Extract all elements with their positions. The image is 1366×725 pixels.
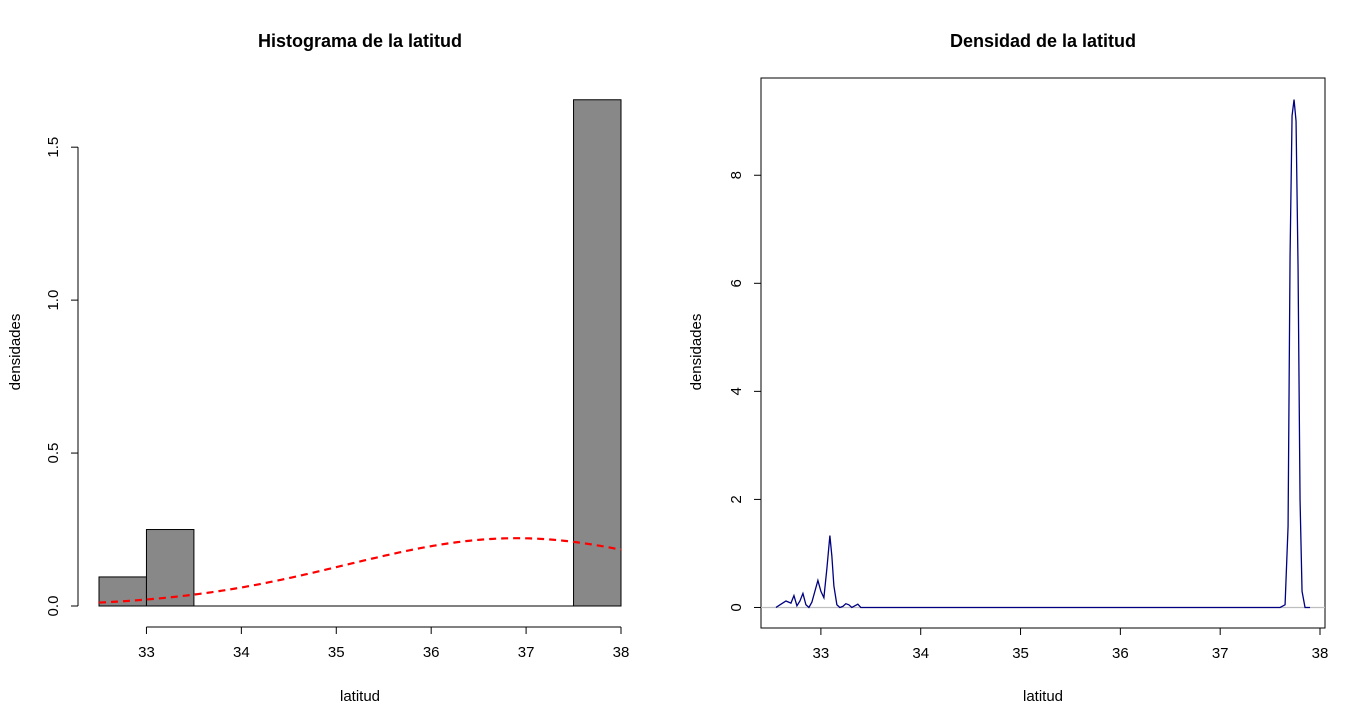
histogram-x-tick-label: 38 <box>613 644 630 661</box>
histogram-x-axis-label: latitud <box>340 688 380 705</box>
histogram-axes: 33 34 35 36 37 38 0.0 0.5 1.0 1.5 <box>45 137 629 661</box>
histogram-y-tick-label: 0.5 <box>45 443 62 464</box>
density-y-tick-label: 6 <box>728 279 745 287</box>
histogram-y-tick-label: 0.0 <box>45 596 62 617</box>
histogram-x-tick-label: 33 <box>138 644 155 661</box>
density-line <box>775 99 1311 609</box>
histogram-y-axis-label: densidades <box>7 314 24 391</box>
density-x-tick-label: 34 <box>912 645 929 662</box>
histogram-bar <box>145 529 195 607</box>
histogram-x-tick-label: 36 <box>423 644 440 661</box>
density-x-tick-label: 38 <box>1312 645 1329 662</box>
density-y-tick-label: 0 <box>728 603 745 611</box>
density-x-axis-label: latitud <box>1023 688 1063 705</box>
normal-density-curve <box>98 537 622 604</box>
histogram-title: Histograma de la latitud <box>258 31 462 51</box>
density-panel: Densidad de la latitud latitud densidade… <box>688 31 1328 705</box>
density-axes: 33 34 35 36 37 38 0 2 4 6 8 <box>728 171 1328 662</box>
density-x-tick-label: 33 <box>813 645 830 662</box>
density-x-tick-label: 35 <box>1012 645 1029 662</box>
density-y-tick-label: 4 <box>728 387 745 395</box>
histogram-x-tick-label: 37 <box>518 644 535 661</box>
density-plot-box <box>760 77 1326 629</box>
histogram-bar <box>573 99 622 607</box>
histogram-x-tick-label: 35 <box>328 644 345 661</box>
density-x-tick-label: 36 <box>1112 645 1129 662</box>
histogram-x-tick-label: 34 <box>233 644 250 661</box>
histogram-y-tick-label: 1.0 <box>45 290 62 311</box>
histogram-y-tick-label: 1.5 <box>45 137 62 158</box>
histogram-bar <box>98 576 147 607</box>
density-x-tick-label: 37 <box>1212 645 1229 662</box>
density-y-tick-label: 2 <box>728 495 745 503</box>
density-y-tick-label: 8 <box>728 171 745 179</box>
histogram-panel: Histograma de la latitud latitud densida… <box>7 31 629 705</box>
histogram-bars <box>98 99 622 607</box>
density-y-axis-label: densidades <box>688 314 705 391</box>
density-title: Densidad de la latitud <box>950 31 1136 51</box>
